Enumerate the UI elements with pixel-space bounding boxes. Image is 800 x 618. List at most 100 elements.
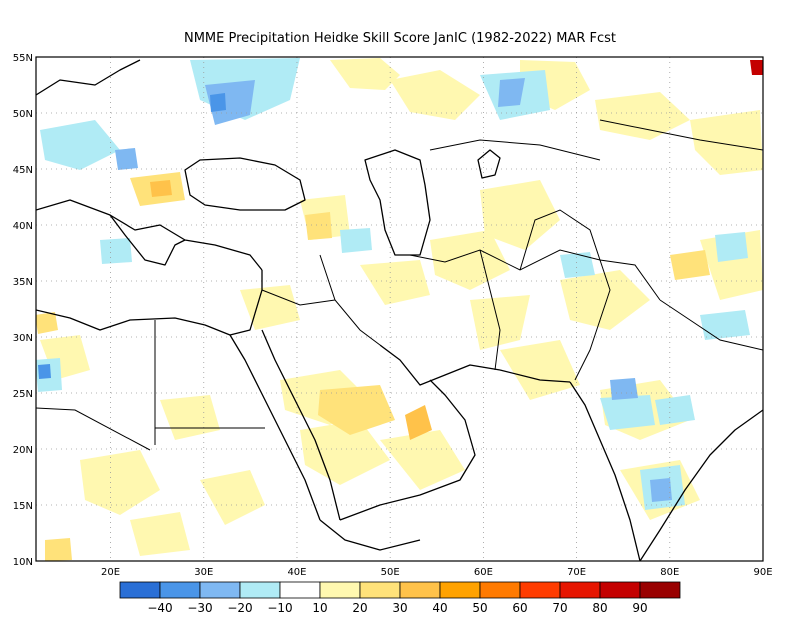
skill-patch — [750, 60, 763, 75]
colorbar-swatch — [639, 581, 681, 599]
skill-patch — [36, 312, 58, 334]
latitude-label: 45N — [13, 165, 33, 176]
longitude-label: 40E — [287, 567, 306, 578]
map-panel: 10N 15N 20N 25N 30N 35N 40N 45N 50N 55N 20E 30E 40E… — [13, 53, 773, 578]
colorbar-labels: −40 −30 −20 −10 10 20 30 40 50 60 70 80 90 — [147, 601, 647, 615]
latitude-label: 50N — [13, 109, 33, 120]
skill-patch — [380, 430, 465, 490]
border-line — [659, 299, 763, 351]
skill-patch — [405, 405, 432, 440]
colorbar-swatch — [199, 581, 241, 599]
skill-patches-10-20 — [40, 58, 763, 556]
colorbar-swatch — [359, 581, 401, 599]
longitude-label: 90E — [753, 567, 772, 578]
colorbar-swatch — [159, 581, 201, 599]
skill-patches-neg-30-40 — [38, 93, 226, 379]
skill-patch — [610, 378, 638, 400]
africa-horn-coast — [319, 519, 421, 551]
balkan-coast — [109, 214, 186, 266]
mediterranean-north-coast — [36, 199, 263, 271]
colorbar-label: −30 — [187, 601, 212, 615]
skill-patch — [600, 395, 655, 430]
aral-sea-coast — [477, 149, 501, 179]
skill-patch — [305, 212, 332, 240]
skill-patch — [430, 230, 510, 290]
colorbar-label: 40 — [432, 601, 447, 615]
longitude-labels: 20E 30E 40E 50E 60E 70E 80E 90E — [101, 567, 772, 578]
skill-patch — [650, 478, 672, 502]
red-sea-east-coast — [261, 329, 341, 521]
skill-patch — [470, 295, 530, 350]
border-line — [36, 407, 151, 451]
colorbar-swatch — [239, 581, 281, 599]
colorbar-label: −10 — [267, 601, 292, 615]
skill-patch — [498, 78, 525, 107]
border-line — [479, 249, 501, 371]
skill-patch — [38, 364, 51, 379]
skill-patch — [655, 395, 695, 425]
skill-patch — [100, 238, 132, 264]
skill-patches-80-90 — [750, 60, 763, 75]
skill-patch — [160, 395, 220, 440]
longitude-label: 50E — [381, 567, 400, 578]
skill-patches-30-40 — [150, 180, 432, 440]
skill-patch — [390, 70, 480, 120]
border-line — [519, 209, 601, 271]
longitude-label: 70E — [567, 567, 586, 578]
skill-patch — [700, 310, 750, 340]
skill-patch — [340, 228, 372, 253]
political-borders — [36, 119, 763, 451]
skill-patch — [560, 270, 650, 330]
colorbar-swatch — [599, 581, 641, 599]
skill-patch — [115, 148, 138, 170]
skill-patch — [690, 110, 763, 175]
skill-patch — [40, 120, 120, 170]
latitude-label: 35N — [13, 277, 33, 288]
colorbar-boxes — [119, 581, 681, 599]
skill-patch — [300, 420, 390, 485]
map-frame — [35, 56, 764, 562]
skill-patch — [210, 93, 226, 112]
mediterranean-south-coast — [36, 270, 263, 336]
skill-patch — [240, 285, 300, 330]
colorbar-swatch — [559, 581, 601, 599]
coastlines — [36, 59, 763, 561]
longitude-label: 30E — [194, 567, 213, 578]
persian-gulf-coast — [379, 344, 501, 386]
india-east-coast — [639, 409, 763, 561]
colorbar-label: 50 — [472, 601, 487, 615]
colorbar-label: 20 — [352, 601, 367, 615]
latitude-label: 40N — [13, 221, 33, 232]
colorbar-label: 60 — [512, 601, 527, 615]
skill-patch — [595, 92, 690, 140]
colorbar-swatch — [519, 581, 561, 599]
skill-patch — [130, 512, 190, 556]
skill-patch — [200, 470, 265, 525]
border-line — [319, 254, 381, 346]
skill-patch — [205, 80, 255, 125]
skill-patch — [150, 180, 172, 197]
colorbar-swatch — [439, 581, 481, 599]
skill-patch — [45, 538, 72, 561]
colorbar-swatch — [479, 581, 521, 599]
skill-patch — [670, 250, 710, 280]
skill-patch — [500, 340, 580, 400]
latitude-label: 30N — [13, 333, 33, 344]
latitude-label: 55N — [13, 53, 33, 64]
colorbar-swatch — [279, 581, 321, 599]
skill-patch — [80, 450, 160, 515]
latitude-label: 15N — [13, 501, 33, 512]
colorbar-swatch — [319, 581, 361, 599]
colorbar-label: 80 — [592, 601, 607, 615]
skill-patches-neg-20-30 — [115, 78, 672, 502]
latitude-label: 25N — [13, 389, 33, 400]
colorbar-label: 30 — [392, 601, 407, 615]
latitude-labels: 10N 15N 20N 25N 30N 35N 40N 45N 50N 55N — [13, 53, 33, 568]
skill-patch — [318, 385, 395, 435]
red-sea-west-coast — [229, 334, 321, 521]
iran-pakistan-coast — [499, 369, 571, 383]
chart-title: NMME Precipitation Heidke Skill Score Ja… — [184, 31, 616, 46]
border-line — [574, 259, 611, 381]
colorbar-swatch — [399, 581, 441, 599]
